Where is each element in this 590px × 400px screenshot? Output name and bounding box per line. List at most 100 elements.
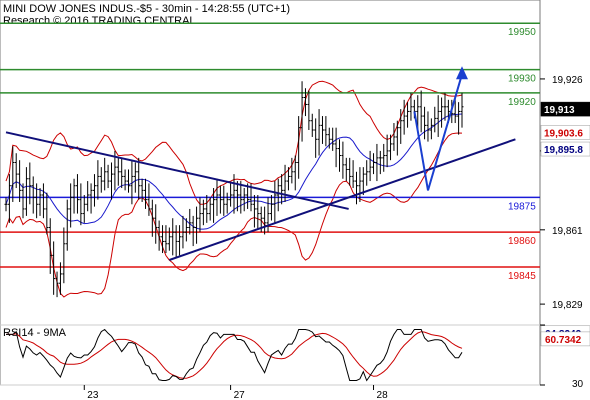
price-bar — [307, 90, 311, 130]
price-bar — [351, 160, 355, 189]
price-bar — [426, 111, 430, 142]
level-label-19930: 19930 — [508, 74, 536, 85]
x-tick-label: 27 — [234, 390, 246, 400]
price-bar — [212, 188, 216, 223]
price-bar — [103, 157, 107, 191]
price-bar — [239, 181, 243, 214]
price-bar — [229, 183, 233, 207]
price-bar — [320, 116, 324, 144]
price-bar — [283, 164, 287, 202]
price-bar — [11, 146, 15, 202]
chart-subtitle: Research © 2016 TRADING CENTRAL — [3, 15, 196, 27]
price-bar — [457, 102, 461, 135]
price-bar — [24, 167, 28, 216]
price-bar — [4, 197, 8, 212]
price-bar — [144, 178, 148, 209]
price-bar — [41, 183, 45, 219]
price-bar — [331, 127, 335, 151]
price-bar — [372, 153, 376, 175]
price-bar — [201, 199, 205, 226]
price-bar — [123, 169, 127, 191]
price-bar — [337, 139, 341, 172]
price-bar — [310, 113, 314, 137]
price-bar — [174, 225, 178, 258]
price-bar — [14, 153, 18, 189]
price-bar — [252, 195, 256, 228]
price-bar — [205, 195, 209, 223]
y-tick-label: 19,926 — [552, 75, 583, 86]
price-bar — [35, 183, 39, 219]
price-bar — [429, 118, 433, 140]
price-bar — [443, 92, 447, 121]
price-bar — [79, 183, 83, 226]
price-bar — [286, 167, 290, 191]
price-bar — [109, 162, 113, 200]
price-bar — [154, 204, 158, 244]
price-bar — [416, 95, 420, 130]
rsi-y-tick-label: 30 — [572, 379, 584, 390]
price-bar — [75, 174, 79, 214]
price-bar — [45, 192, 49, 235]
price-tag: 19,913 — [540, 101, 590, 117]
price-bar — [419, 90, 423, 133]
price-bar — [48, 218, 52, 274]
price-bar — [72, 178, 76, 214]
y-tick-label: 19,829 — [552, 300, 583, 311]
price-bar — [290, 157, 294, 184]
price-bar — [436, 95, 440, 137]
price-bar — [358, 167, 362, 202]
price-bar — [348, 157, 352, 186]
price-bar — [65, 199, 69, 251]
level-label-19845: 19845 — [508, 271, 536, 282]
trendline-2 — [169, 138, 516, 261]
projection-arrow-head — [456, 66, 468, 80]
price-bar — [433, 106, 437, 133]
price-bar — [303, 88, 307, 117]
price-bar — [140, 178, 144, 202]
price-bar — [120, 157, 124, 189]
price-bar — [167, 227, 171, 251]
price-bar — [147, 183, 151, 216]
price-bar — [385, 134, 389, 168]
price-bar — [58, 262, 62, 295]
price-bar — [246, 183, 250, 209]
rsi-layer — [0, 324, 540, 386]
price-bar — [225, 192, 229, 214]
level-label-19920: 19920 — [508, 97, 536, 108]
price-bar — [341, 141, 345, 179]
price-bar — [184, 218, 188, 242]
projection-arrow — [413, 74, 463, 191]
price-bar — [235, 181, 239, 212]
price-bar — [21, 183, 25, 219]
rsi-tag-label: 60.7342 — [545, 335, 582, 346]
price-bar — [195, 206, 199, 244]
price-bar — [300, 81, 304, 142]
price-bar — [232, 174, 236, 214]
price-bar — [423, 106, 427, 140]
price-bar — [378, 150, 382, 175]
price-bar — [164, 225, 168, 254]
price-tag: 19,903.6 — [540, 125, 590, 140]
level-label-19950: 19950 — [508, 27, 536, 38]
level-label-19860: 19860 — [508, 236, 536, 247]
price-tag: 19,895.8 — [540, 141, 590, 157]
price-bar — [293, 155, 297, 191]
price-bar — [395, 120, 399, 156]
price-layer: 19950 19930 19920 19875 19860 19845 — [0, 22, 540, 298]
price-bar — [273, 181, 277, 223]
price-bar — [28, 162, 32, 205]
price-bar — [92, 174, 96, 207]
price-bar — [55, 271, 59, 298]
price-bar — [389, 134, 393, 161]
price-bar — [181, 215, 185, 249]
price-bar — [89, 183, 93, 214]
price-bar — [365, 160, 369, 186]
level-label-19875: 19875 — [508, 201, 536, 212]
price-bar — [263, 206, 267, 235]
price-bar — [344, 157, 348, 182]
bollinger-lower-band — [5, 132, 463, 298]
price-bar — [208, 197, 212, 221]
price-bar — [130, 160, 134, 205]
price-bar — [460, 92, 464, 128]
